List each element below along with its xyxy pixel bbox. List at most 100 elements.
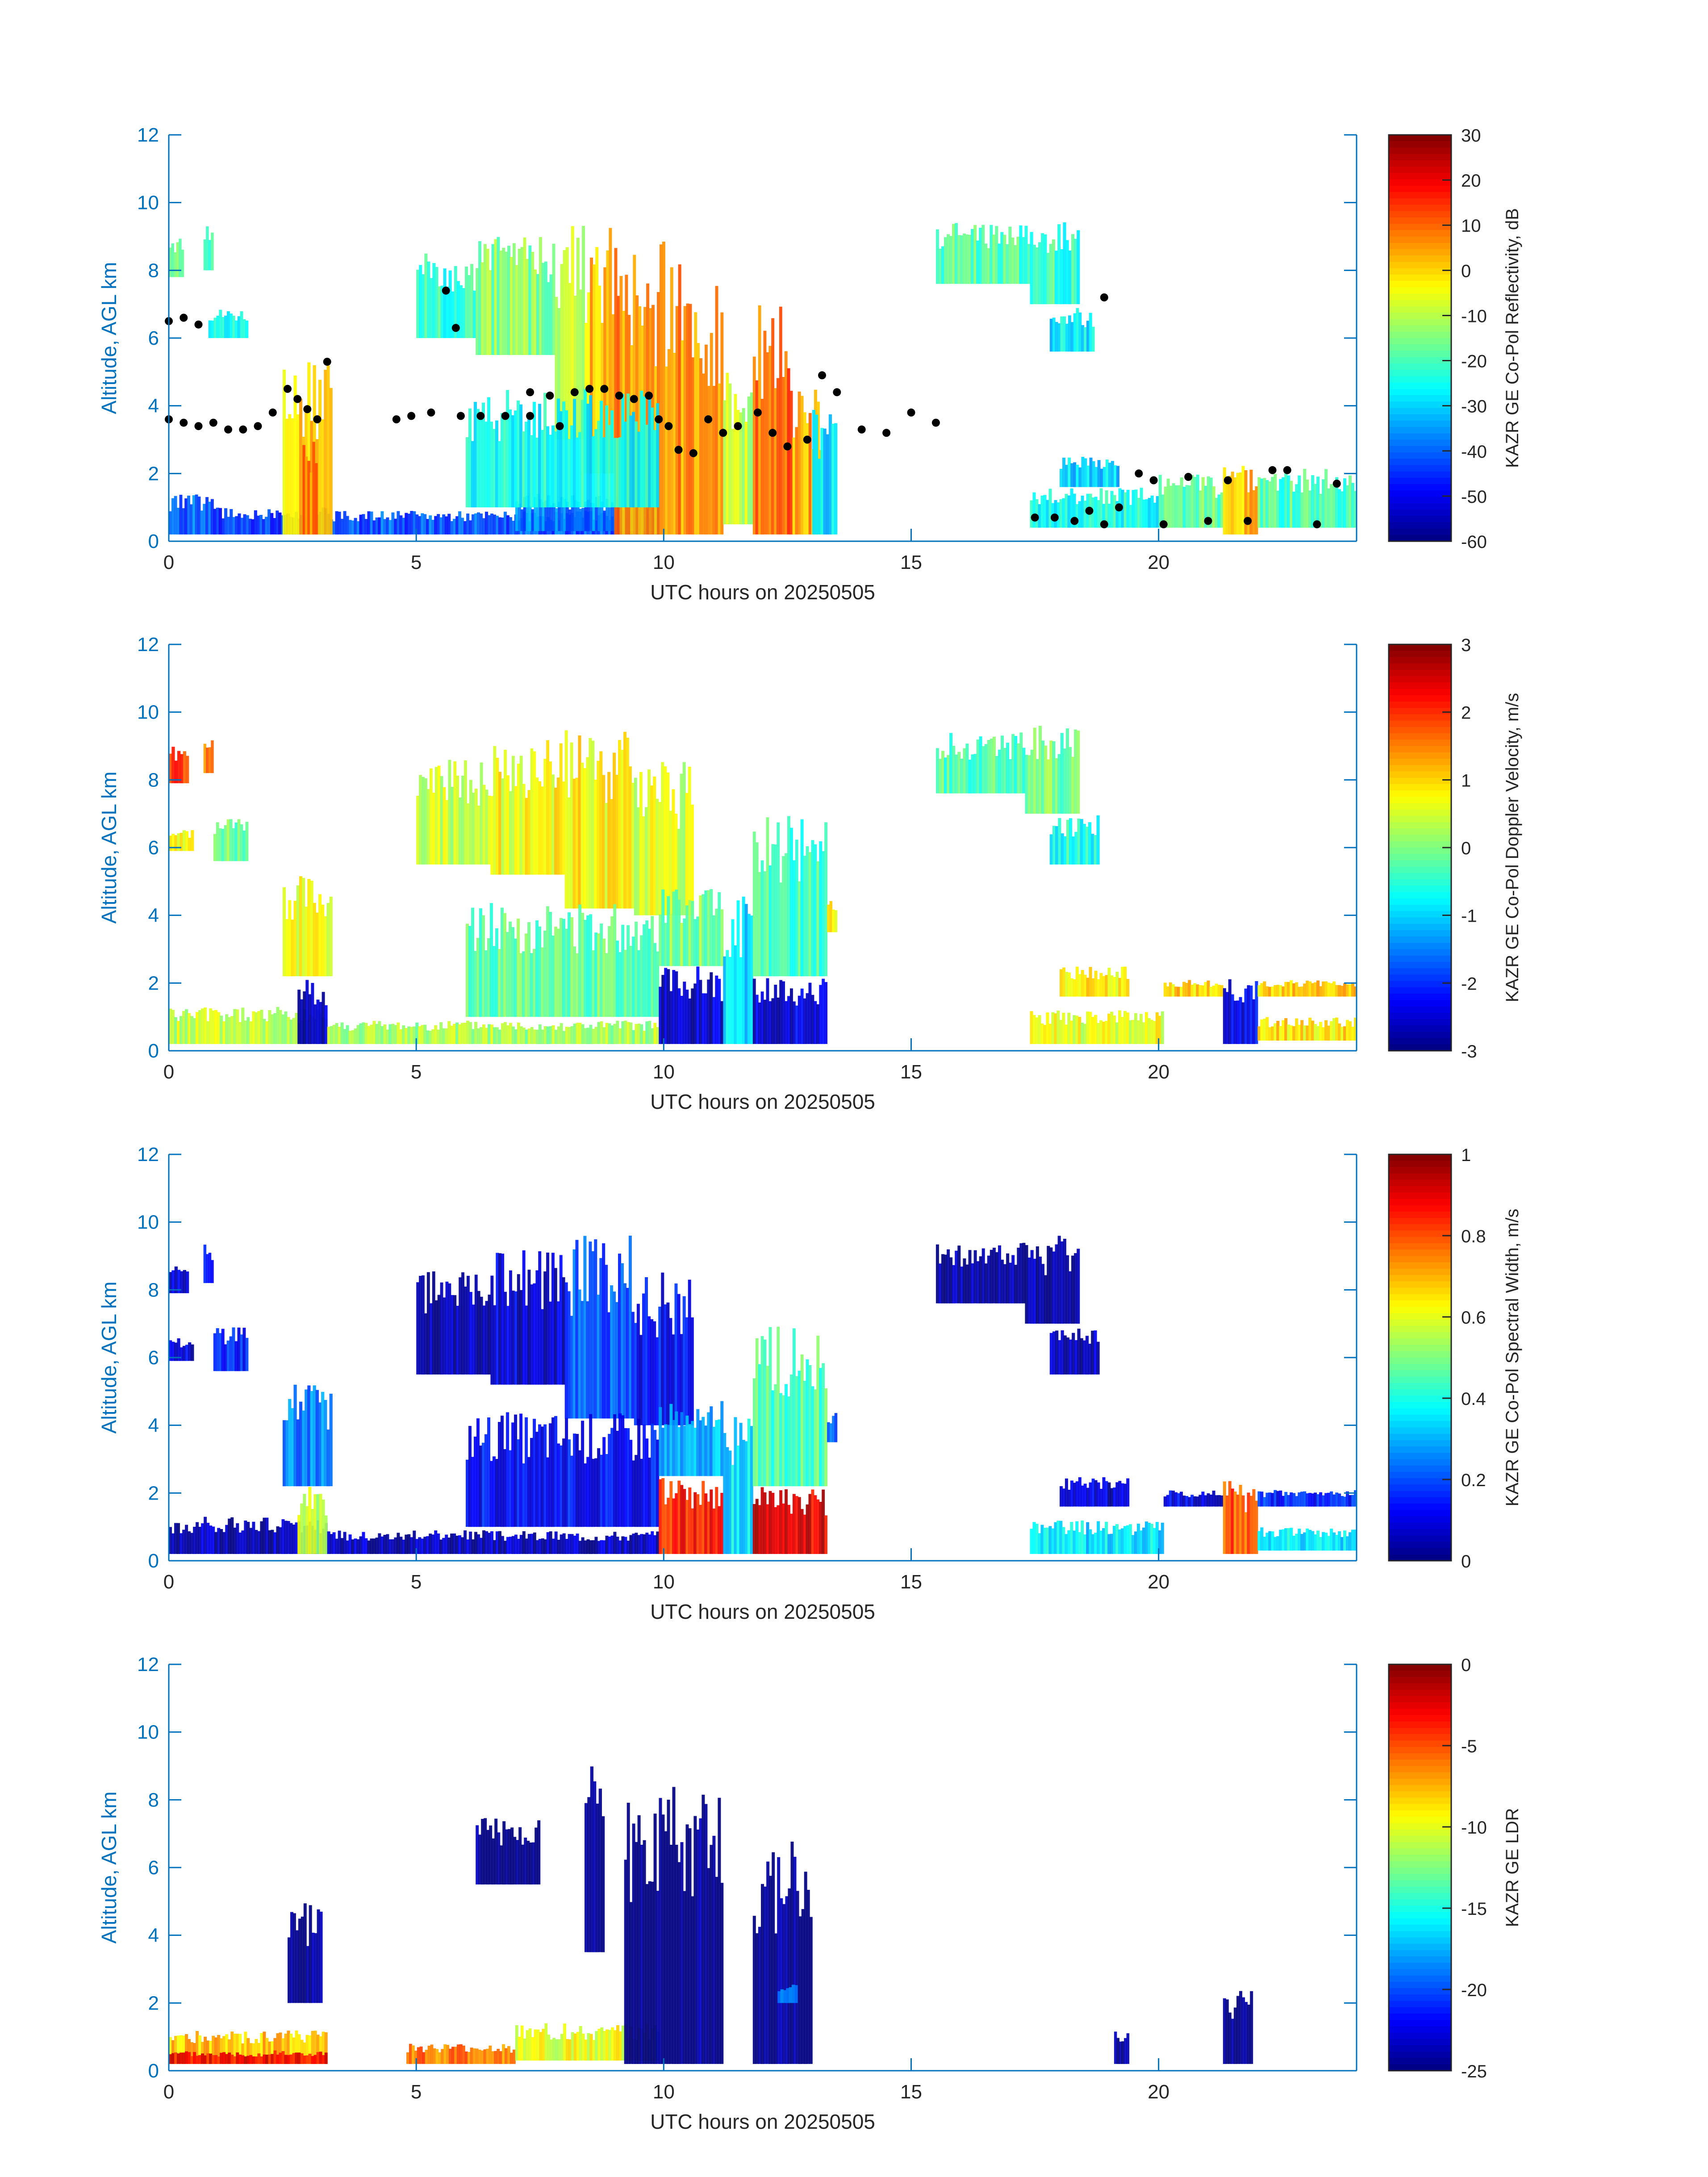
echo-streak bbox=[656, 1439, 660, 1527]
echo-streak bbox=[362, 1022, 365, 1044]
colorbar-band bbox=[1389, 205, 1451, 212]
echo-streak bbox=[296, 414, 300, 535]
echo-streak bbox=[610, 1285, 614, 1419]
echo-streak bbox=[704, 890, 708, 966]
echo-streak bbox=[592, 1458, 595, 1527]
echo-streak bbox=[326, 1429, 330, 1487]
cloud-base-point bbox=[1244, 517, 1252, 525]
echo-streak bbox=[338, 511, 341, 535]
colorbar-band bbox=[1389, 509, 1451, 517]
echo-streak bbox=[661, 1478, 665, 1554]
echo-streak bbox=[568, 283, 572, 440]
echo-streak bbox=[188, 1531, 191, 1554]
echo-streak bbox=[179, 238, 182, 277]
echo-streak bbox=[432, 263, 436, 338]
echo-streak bbox=[689, 304, 692, 535]
echo-streak bbox=[514, 1291, 518, 1385]
echo-streak bbox=[629, 1022, 633, 1044]
echo-streak bbox=[535, 1432, 539, 1527]
echo-streak bbox=[313, 903, 316, 977]
echo-streak bbox=[485, 1028, 488, 1044]
echo-streak bbox=[1128, 1524, 1132, 1554]
echo-streak bbox=[616, 438, 619, 508]
echo-streak bbox=[576, 2032, 580, 2061]
echo-cell bbox=[1049, 1329, 1100, 1375]
echo-streak bbox=[348, 1534, 352, 1554]
echo-streak bbox=[402, 518, 405, 535]
echo-streak bbox=[533, 1419, 536, 1527]
echo-streak bbox=[522, 1463, 526, 1527]
echo-streak bbox=[935, 229, 939, 284]
echo-streak bbox=[1060, 1241, 1064, 1324]
echo-streak bbox=[595, 247, 599, 474]
echo-streak bbox=[405, 513, 408, 535]
echo-streak bbox=[406, 2052, 409, 2064]
echo-streak bbox=[429, 515, 432, 535]
echo-streak bbox=[664, 1424, 668, 1476]
echo-streak bbox=[1080, 1338, 1083, 1375]
cloud-base-point bbox=[180, 418, 188, 427]
echo-streak bbox=[171, 1270, 175, 1293]
echo-streak bbox=[188, 2052, 191, 2064]
echo-streak bbox=[613, 752, 616, 909]
echo-streak bbox=[265, 2055, 269, 2064]
echo-streak bbox=[474, 1437, 477, 1527]
echo-streak bbox=[346, 516, 349, 535]
echo-streak bbox=[257, 1011, 261, 1044]
echo-streak bbox=[289, 2054, 293, 2064]
echo-streak bbox=[514, 786, 518, 875]
colorbar-band bbox=[1389, 758, 1451, 766]
echo-streak bbox=[696, 1409, 700, 1476]
echo-streak bbox=[1030, 1011, 1033, 1044]
echo-streak bbox=[602, 1243, 606, 1419]
echo-streak bbox=[343, 1029, 347, 1044]
echo-streak bbox=[1134, 1013, 1137, 1044]
echo-streak bbox=[501, 1416, 504, 1527]
colorbar-band bbox=[1389, 477, 1451, 485]
echo-streak bbox=[506, 515, 509, 535]
echo-streak bbox=[599, 751, 603, 909]
echo-streak bbox=[952, 1265, 956, 1304]
echo-streak bbox=[185, 831, 189, 851]
echo-streak bbox=[1030, 1529, 1033, 1554]
echo-streak bbox=[332, 1025, 336, 1044]
echo-streak bbox=[521, 1844, 525, 1885]
colorbar-band bbox=[1389, 1294, 1451, 1301]
echo-streak bbox=[763, 1492, 767, 1554]
echo-streak bbox=[375, 1024, 379, 1044]
echo-streak bbox=[781, 377, 785, 535]
echo-streak bbox=[758, 1364, 761, 1487]
echo-streak bbox=[1057, 1236, 1061, 1324]
colorbar-band bbox=[1389, 230, 1451, 237]
echo-streak bbox=[596, 1803, 599, 1952]
echo-streak bbox=[699, 1504, 702, 1554]
echo-streak bbox=[1182, 982, 1186, 997]
echo-streak bbox=[568, 912, 571, 1017]
echo-streak bbox=[626, 1287, 629, 1419]
echo-streak bbox=[311, 2056, 314, 2064]
echo-streak bbox=[648, 1881, 651, 2064]
echo-streak bbox=[806, 1889, 810, 2064]
echo-streak bbox=[356, 521, 360, 535]
echo-cell bbox=[659, 889, 724, 966]
colorbar-band bbox=[1389, 930, 1451, 937]
echo-streak bbox=[998, 1245, 1001, 1304]
echo-streak bbox=[1110, 1534, 1114, 1554]
echo-streak bbox=[651, 1028, 654, 1044]
echo-streak bbox=[1016, 237, 1020, 284]
echo-streak bbox=[434, 1025, 438, 1044]
echo-streak bbox=[1105, 490, 1108, 528]
echo-streak bbox=[218, 1333, 222, 1371]
echo-streak bbox=[782, 981, 785, 1044]
echo-streak bbox=[621, 1536, 625, 1554]
echo-streak bbox=[459, 797, 462, 865]
colorbar-tick-label: 30 bbox=[1461, 126, 1481, 146]
echo-streak bbox=[177, 1021, 180, 1044]
echo-streak bbox=[187, 495, 190, 535]
colorbar-band bbox=[1389, 866, 1451, 873]
echo-streak bbox=[530, 1437, 534, 1527]
echo-streak bbox=[634, 777, 637, 915]
echo-streak bbox=[1091, 1479, 1095, 1507]
echo-streak bbox=[177, 2053, 180, 2064]
